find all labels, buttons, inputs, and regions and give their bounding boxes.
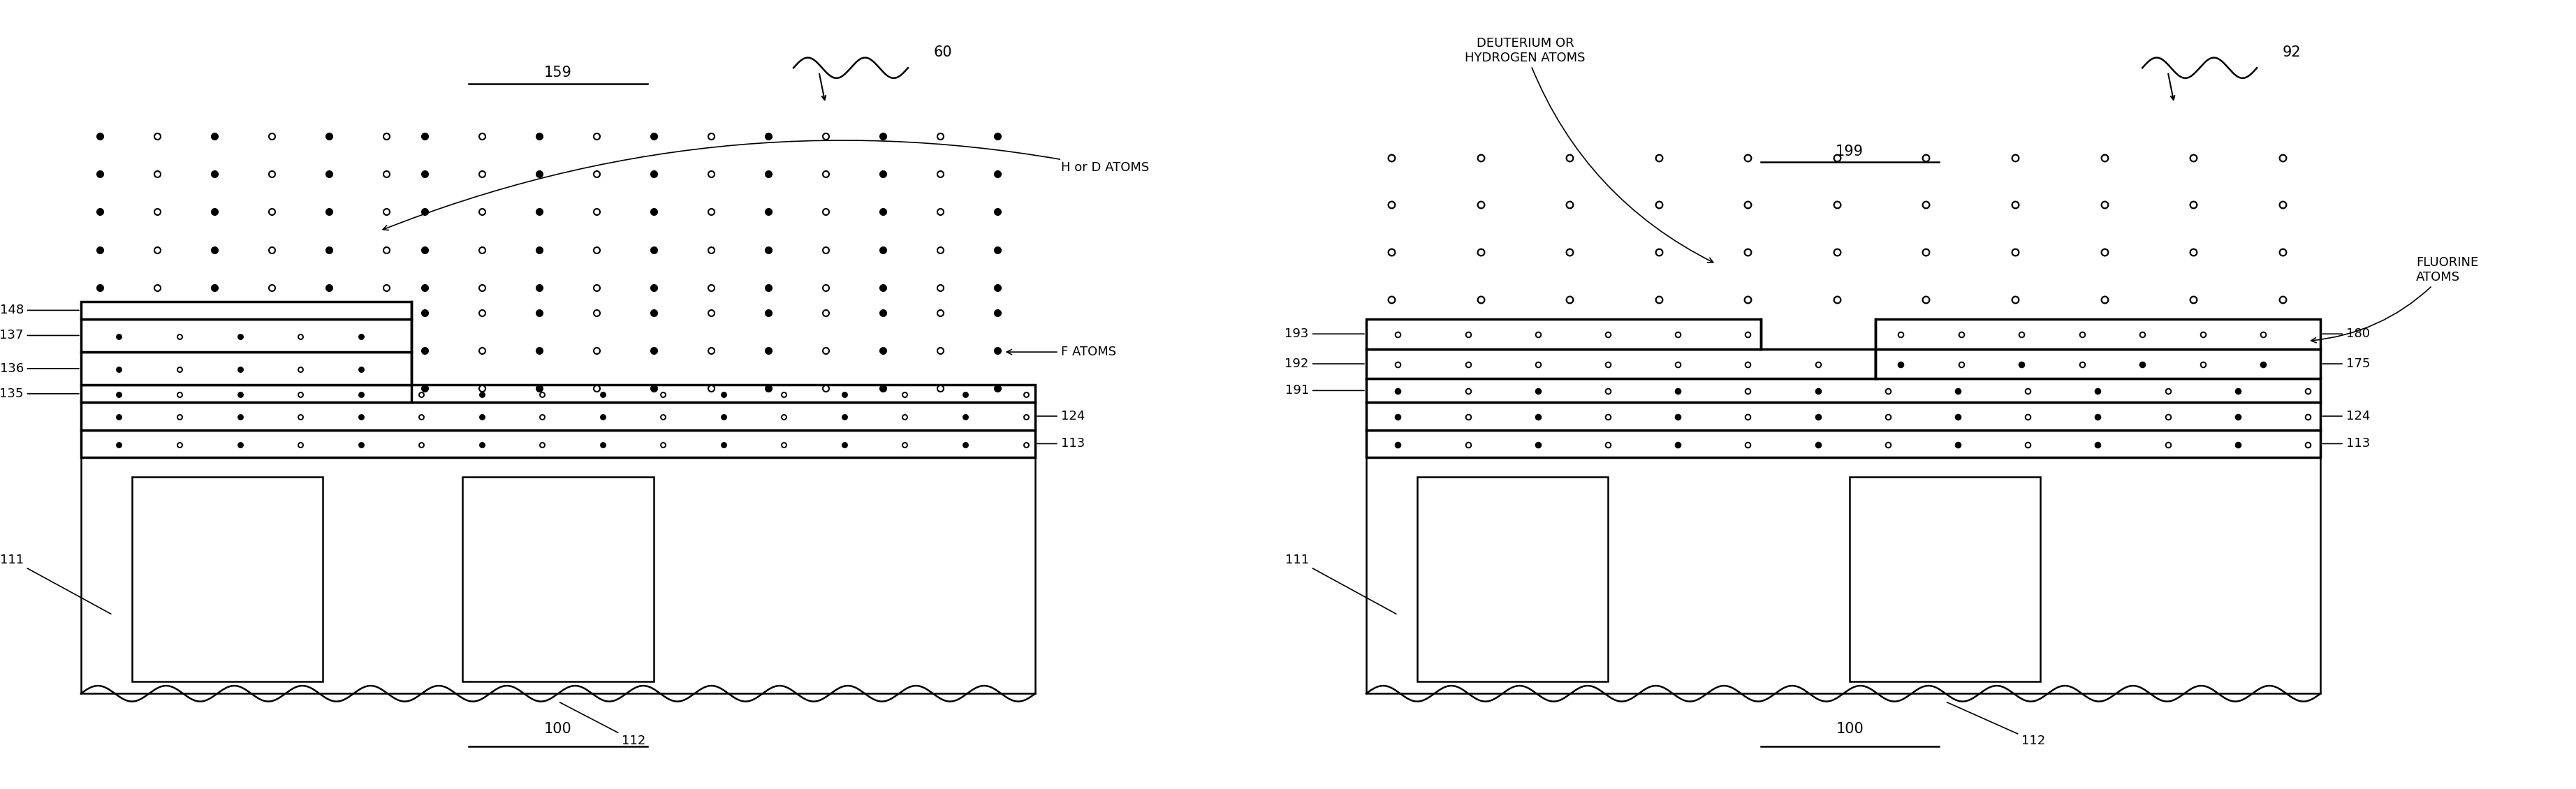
- Bar: [1850, 477, 2040, 682]
- Text: H or D ATOMS: H or D ATOMS: [384, 140, 1149, 230]
- Bar: [1365, 402, 2321, 430]
- Text: 113: 113: [2324, 437, 2370, 450]
- Text: 100: 100: [1837, 722, 1862, 736]
- Text: 124: 124: [1038, 409, 1084, 422]
- Bar: [80, 430, 1036, 458]
- Bar: [1365, 349, 1875, 379]
- Text: 137: 137: [0, 329, 80, 342]
- Text: F ATOMS: F ATOMS: [1007, 346, 1115, 358]
- Text: 193: 193: [1285, 327, 1365, 340]
- Text: 159: 159: [544, 65, 572, 80]
- Text: 175: 175: [2324, 357, 2370, 370]
- Text: 135: 135: [0, 387, 80, 400]
- Bar: [80, 402, 1036, 430]
- Text: FLUORINE
ATOMS: FLUORINE ATOMS: [2311, 256, 2478, 342]
- Text: 199: 199: [1837, 144, 1862, 159]
- Text: 111: 111: [0, 554, 111, 614]
- Text: 192: 192: [1285, 357, 1365, 370]
- Text: 92: 92: [2282, 45, 2300, 59]
- Text: 111: 111: [1285, 554, 1396, 614]
- Bar: [1875, 349, 2321, 379]
- Bar: [1417, 477, 1607, 682]
- Text: 136: 136: [0, 362, 80, 375]
- Bar: [80, 385, 1036, 402]
- Text: 148: 148: [0, 304, 80, 316]
- Bar: [1365, 319, 1759, 349]
- Text: 100: 100: [544, 722, 572, 736]
- Bar: [80, 352, 412, 385]
- Bar: [131, 477, 322, 682]
- Text: 113: 113: [1038, 437, 1084, 450]
- Bar: [1365, 379, 2321, 402]
- Text: DEUTERIUM OR
HYDROGEN ATOMS: DEUTERIUM OR HYDROGEN ATOMS: [1466, 37, 1713, 263]
- Bar: [1365, 430, 2321, 458]
- Text: 180: 180: [2324, 327, 2370, 340]
- Text: 191: 191: [1285, 384, 1365, 397]
- Text: 112: 112: [559, 702, 647, 747]
- Text: 124: 124: [2324, 409, 2370, 422]
- Bar: [80, 319, 412, 352]
- Text: 112: 112: [1947, 702, 2045, 747]
- Bar: [464, 477, 654, 682]
- Bar: [80, 301, 412, 319]
- Bar: [1875, 319, 2321, 349]
- Text: 60: 60: [933, 45, 953, 59]
- Bar: [80, 458, 1036, 694]
- Bar: [1365, 458, 2321, 694]
